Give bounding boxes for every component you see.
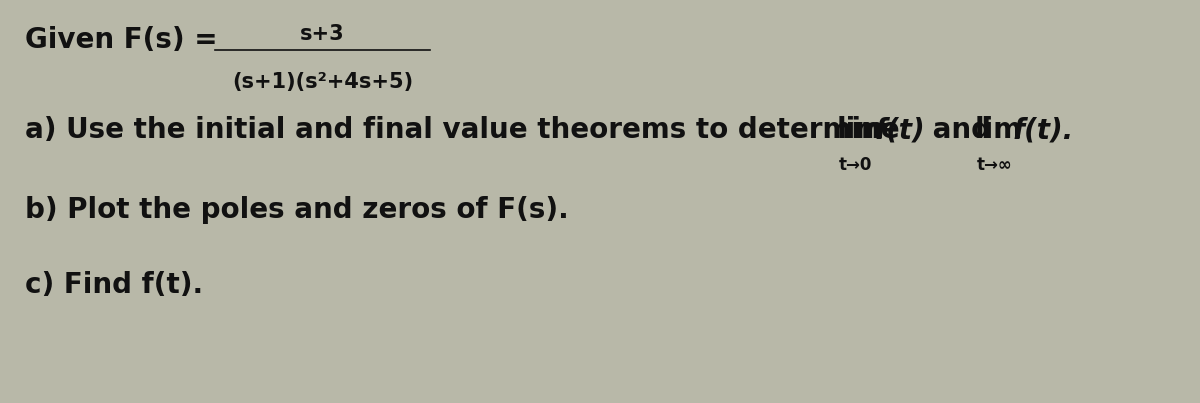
Text: (s+1)(s²+4s+5): (s+1)(s²+4s+5) bbox=[232, 72, 413, 92]
Text: t→∞: t→∞ bbox=[977, 156, 1013, 174]
Text: and: and bbox=[923, 116, 1001, 144]
Text: c) Find f(t).: c) Find f(t). bbox=[25, 271, 203, 299]
Text: f(t): f(t) bbox=[875, 116, 925, 144]
Text: f(t).: f(t). bbox=[1013, 116, 1074, 144]
Text: lim: lim bbox=[838, 116, 886, 144]
Text: lim: lim bbox=[974, 116, 1024, 144]
Text: Given F(s) =: Given F(s) = bbox=[25, 26, 227, 54]
Text: a) Use the initial and final value theorems to determine: a) Use the initial and final value theor… bbox=[25, 116, 910, 144]
Text: b) Plot the poles and zeros of F(s).: b) Plot the poles and zeros of F(s). bbox=[25, 196, 569, 224]
Text: s+3: s+3 bbox=[300, 24, 344, 44]
Text: t→0: t→0 bbox=[839, 156, 872, 174]
